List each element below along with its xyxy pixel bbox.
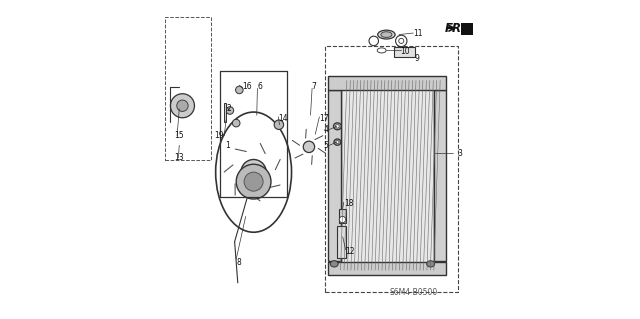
- Text: 8: 8: [236, 258, 241, 267]
- Text: S6M4-B0500: S6M4-B0500: [390, 288, 438, 297]
- Circle shape: [232, 119, 240, 127]
- Ellipse shape: [335, 124, 339, 128]
- Text: 11: 11: [413, 28, 423, 38]
- Ellipse shape: [378, 30, 395, 39]
- Text: 12: 12: [346, 247, 355, 256]
- Text: 17: 17: [319, 114, 329, 123]
- Text: FR.: FR.: [445, 22, 467, 35]
- FancyArrowPatch shape: [275, 160, 280, 170]
- Text: 14: 14: [278, 114, 288, 123]
- Text: 4: 4: [324, 125, 328, 134]
- FancyArrowPatch shape: [224, 165, 233, 172]
- Text: 7: 7: [311, 82, 316, 91]
- Ellipse shape: [330, 261, 338, 267]
- Circle shape: [170, 94, 195, 118]
- Bar: [434, 90, 447, 261]
- Text: 6: 6: [257, 82, 262, 91]
- FancyBboxPatch shape: [461, 23, 473, 34]
- Text: 15: 15: [174, 131, 184, 140]
- FancyArrowPatch shape: [236, 149, 246, 152]
- Circle shape: [339, 216, 346, 223]
- Ellipse shape: [381, 32, 392, 37]
- Circle shape: [226, 107, 234, 114]
- Text: 19: 19: [214, 131, 223, 140]
- Bar: [328, 90, 340, 261]
- Bar: [340, 80, 434, 270]
- Text: 5: 5: [324, 141, 328, 150]
- Text: 2: 2: [227, 104, 232, 113]
- Circle shape: [236, 86, 243, 94]
- FancyArrowPatch shape: [269, 185, 280, 188]
- Bar: [394, 47, 415, 57]
- Circle shape: [236, 164, 271, 199]
- Circle shape: [177, 100, 188, 111]
- Text: 10: 10: [401, 48, 410, 56]
- Bar: [339, 209, 346, 223]
- Ellipse shape: [333, 123, 341, 130]
- Circle shape: [303, 141, 315, 152]
- Circle shape: [396, 35, 407, 47]
- Text: 9: 9: [415, 54, 420, 63]
- Bar: [328, 262, 447, 275]
- Text: 1: 1: [225, 141, 230, 150]
- Ellipse shape: [427, 261, 435, 267]
- Circle shape: [369, 36, 378, 46]
- FancyArrowPatch shape: [251, 194, 260, 201]
- Bar: [328, 76, 447, 90]
- Text: 16: 16: [243, 82, 252, 91]
- Text: 18: 18: [344, 199, 353, 208]
- Circle shape: [399, 38, 404, 43]
- Circle shape: [244, 172, 263, 191]
- Ellipse shape: [334, 139, 341, 145]
- Text: 13: 13: [174, 153, 184, 162]
- FancyArrowPatch shape: [260, 144, 265, 153]
- Bar: [337, 226, 346, 257]
- Circle shape: [274, 120, 284, 130]
- Ellipse shape: [336, 141, 339, 144]
- Bar: [223, 103, 226, 122]
- Text: 3: 3: [458, 149, 463, 158]
- Circle shape: [241, 160, 266, 185]
